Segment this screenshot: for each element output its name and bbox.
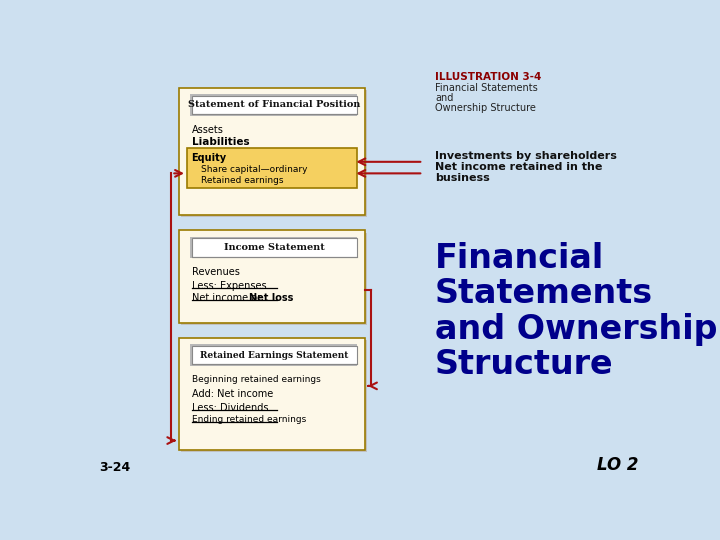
Bar	[181, 90, 367, 217]
Text: Less: Dividends: Less: Dividends	[192, 403, 268, 413]
Bar	[179, 88, 365, 215]
Text: Add: Net income: Add: Net income	[192, 389, 273, 399]
Bar	[187, 148, 357, 188]
Bar	[190, 345, 357, 366]
Text: Income Statement: Income Statement	[224, 243, 325, 252]
Text: LO 2: LO 2	[597, 456, 639, 475]
Text: Liabilities: Liabilities	[192, 137, 249, 147]
Bar	[192, 238, 357, 256]
Text: Beginning retained earnings: Beginning retained earnings	[192, 375, 320, 384]
Text: 3-24: 3-24	[99, 462, 130, 475]
Text: Statements: Statements	[435, 278, 653, 310]
Text: Ownership Structure: Ownership Structure	[435, 103, 536, 113]
Bar	[181, 340, 367, 452]
Text: Revenues: Revenues	[192, 267, 239, 278]
Text: Financial Statements: Financial Statements	[435, 83, 538, 93]
Text: Assets: Assets	[192, 125, 223, 135]
Text: business: business	[435, 173, 490, 183]
Bar	[181, 233, 367, 325]
Text: Less: Expenses: Less: Expenses	[192, 281, 266, 291]
Text: Structure: Structure	[435, 348, 613, 381]
Text: Retained earnings: Retained earnings	[201, 177, 284, 185]
Text: Equity: Equity	[192, 153, 227, 163]
Text: Financial: Financial	[435, 242, 604, 275]
Text: Net loss: Net loss	[249, 294, 293, 303]
Text: Retained Earnings Statement: Retained Earnings Statement	[200, 350, 348, 360]
Text: Statement of Financial Position: Statement of Financial Position	[188, 100, 361, 109]
Text: ILLUSTRATION 3-4: ILLUSTRATION 3-4	[435, 72, 541, 83]
Bar	[190, 237, 357, 258]
Text: Ending retained earnings: Ending retained earnings	[192, 415, 306, 424]
Text: Share capital—ordinary: Share capital—ordinary	[201, 165, 307, 174]
Bar	[190, 94, 357, 116]
Bar	[179, 231, 365, 323]
Bar	[192, 346, 357, 365]
Bar	[192, 96, 357, 114]
Text: Net income or: Net income or	[192, 294, 264, 303]
Text: Net income retained in the: Net income retained in the	[435, 162, 602, 172]
Bar	[179, 338, 365, 450]
Text: and Ownership: and Ownership	[435, 313, 717, 346]
Text: and: and	[435, 93, 454, 103]
Text: Investments by shareholders: Investments by shareholders	[435, 151, 617, 161]
